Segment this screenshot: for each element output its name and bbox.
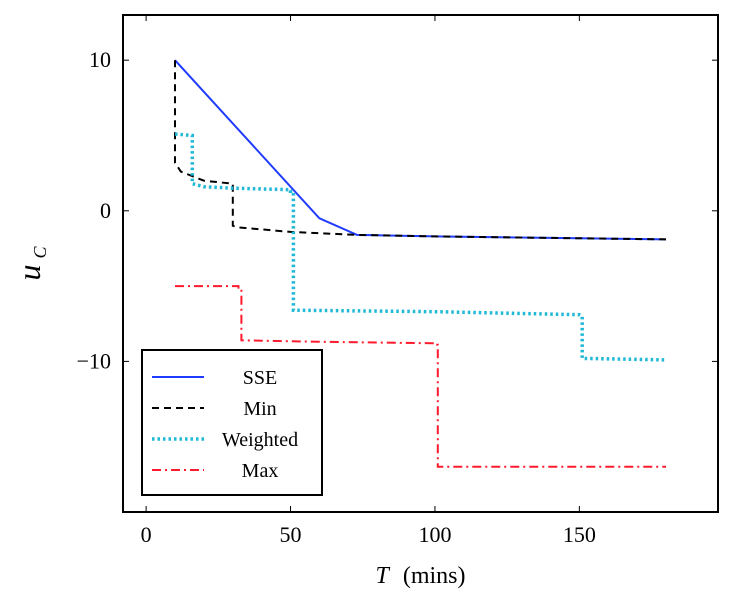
- legend-label-sse: SSE: [243, 367, 277, 389]
- series-line-max: [175, 285, 666, 468]
- y-axis-subscript: C: [30, 246, 50, 259]
- x-tick-label: 100: [418, 522, 451, 547]
- series-line-min: [174, 60, 667, 241]
- series-line-weighted: [174, 132, 667, 362]
- legend-box: [141, 349, 323, 496]
- y-tick-label: 10: [89, 47, 111, 72]
- x-axis-unit: (mins): [403, 563, 466, 589]
- legend-label-min: Min: [243, 398, 276, 420]
- x-tick-label: 150: [563, 522, 596, 547]
- x-tick-label: 0: [141, 522, 152, 547]
- y-axis-variable: u: [11, 265, 47, 281]
- legend-label-max: Max: [242, 460, 279, 482]
- x-axis-label: T (mins): [375, 563, 465, 589]
- y-tick-label: 0: [100, 198, 111, 223]
- series-line-sse: [174, 59, 667, 241]
- y-tick-label: −10: [77, 348, 111, 373]
- legend-label-weighted: Weighted: [222, 429, 298, 451]
- y-axis-label: u C: [11, 246, 50, 281]
- plot-frame: [122, 14, 719, 513]
- x-tick-label: 50: [280, 522, 302, 547]
- x-axis-variable: T: [375, 563, 390, 589]
